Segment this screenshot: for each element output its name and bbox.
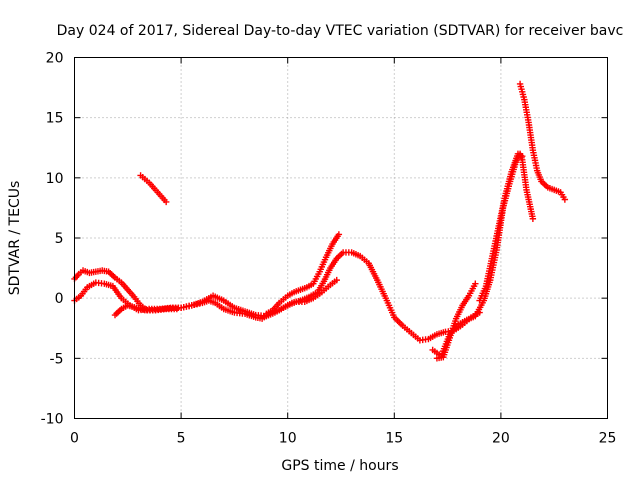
data-point <box>561 196 569 203</box>
y-tick-label: -10 <box>41 412 64 428</box>
chart-title: Day 024 of 2017, Sidereal Day-to-day VTE… <box>57 23 624 39</box>
y-axis: -10 -5 0 5 10 15 20 <box>41 51 608 428</box>
data-point <box>333 276 340 284</box>
data-point <box>519 152 526 160</box>
series-track-f <box>433 280 479 362</box>
data-point <box>335 231 343 238</box>
x-tick-label: 0 <box>70 431 79 447</box>
x-tick-label: 5 <box>177 431 186 447</box>
x-tick-label: 25 <box>599 431 617 447</box>
series-track-c <box>111 302 181 319</box>
data-point <box>529 215 537 222</box>
y-tick-label: 0 <box>55 291 64 307</box>
data-points <box>71 80 569 362</box>
grid-lines <box>74 57 608 419</box>
series-track-d <box>263 231 343 318</box>
y-tick-label: 10 <box>46 171 64 187</box>
y-axis-title: SDTVAR / TECUs <box>7 181 23 296</box>
x-axis-title: GPS time / hours <box>281 458 398 474</box>
x-tick-label: 15 <box>385 431 403 447</box>
y-tick-label: 20 <box>46 51 64 67</box>
y-tick-label: 15 <box>46 111 64 127</box>
plot-frame <box>74 57 608 419</box>
x-axis: 0 5 10 15 20 25 <box>70 57 617 447</box>
data-point <box>173 305 181 313</box>
y-tick-label: -5 <box>50 351 64 367</box>
series-track-h <box>476 150 526 304</box>
data-point <box>162 198 170 206</box>
series-track-e <box>137 172 170 206</box>
series-track-g <box>429 150 537 360</box>
series-track-b <box>71 249 483 344</box>
x-tick-label: 20 <box>492 431 510 447</box>
series-track-i <box>516 80 569 203</box>
y-tick-label: 5 <box>55 231 64 247</box>
data-point <box>472 280 479 287</box>
x-tick-label: 10 <box>279 431 297 447</box>
